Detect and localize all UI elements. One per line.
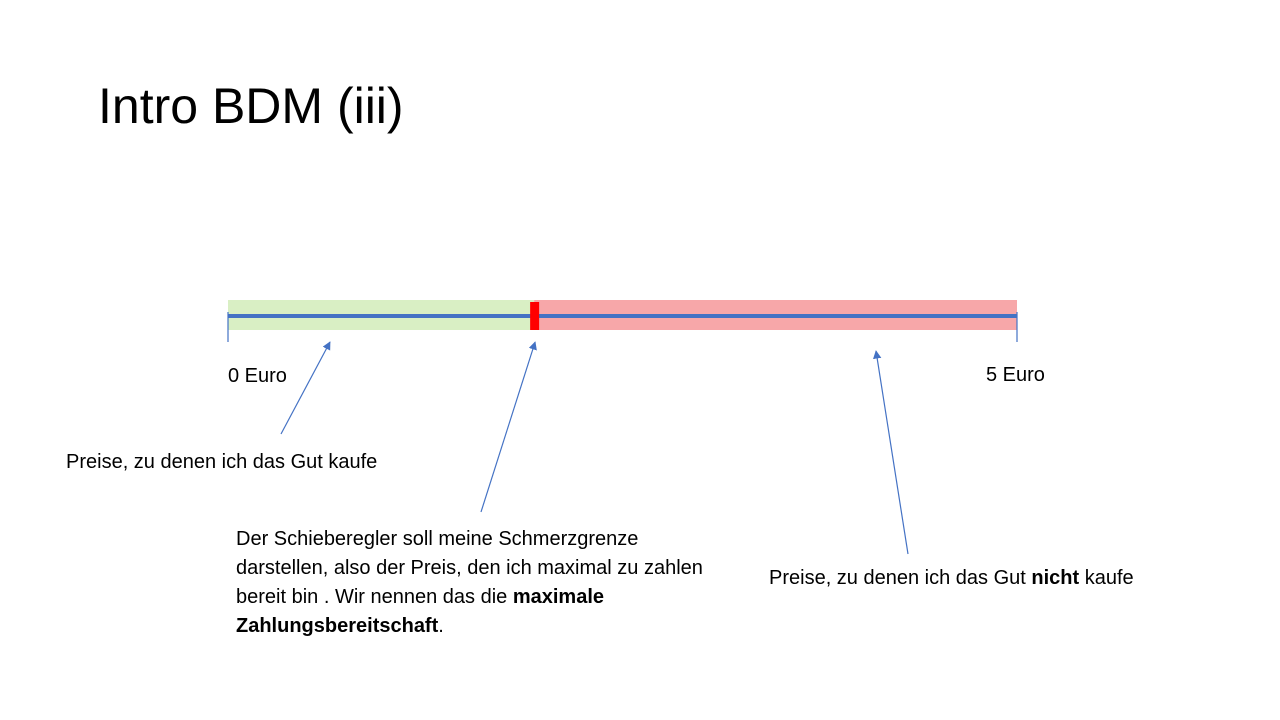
caption-not-buy-prices: Preise, zu denen ich das Gut nicht kaufe: [769, 566, 1134, 590]
slider-marker: [530, 302, 540, 330]
slide-title: Intro BDM (iii): [98, 78, 404, 134]
caption-slider-explanation: Der Schieberegler soll meine Schmerzgren…: [236, 525, 726, 641]
caption-slider-end: .: [438, 615, 444, 637]
caption-not-buy-before: Preise, zu denen ich das Gut: [769, 567, 1032, 589]
arrow-to-buy-zone: [280, 341, 331, 435]
caption-not-buy-after: kaufe: [1079, 567, 1134, 589]
caption-buy-prices: Preise, zu denen ich das Gut kaufe: [66, 451, 378, 473]
caption-not-buy-bold: nicht: [1031, 567, 1080, 589]
caption-slider-text: Der Schieberegler soll meine Schmerzgren…: [236, 528, 703, 608]
caption-slider-bold: maximale Zahlungsbereitschaft: [236, 586, 604, 637]
scale-min-label: 0 Euro: [228, 365, 287, 387]
arrow-to-no-buy-zone: [873, 350, 909, 555]
arrow-to-slider-marker: [480, 341, 537, 513]
scale-max-label: 5 Euro: [986, 364, 1045, 386]
